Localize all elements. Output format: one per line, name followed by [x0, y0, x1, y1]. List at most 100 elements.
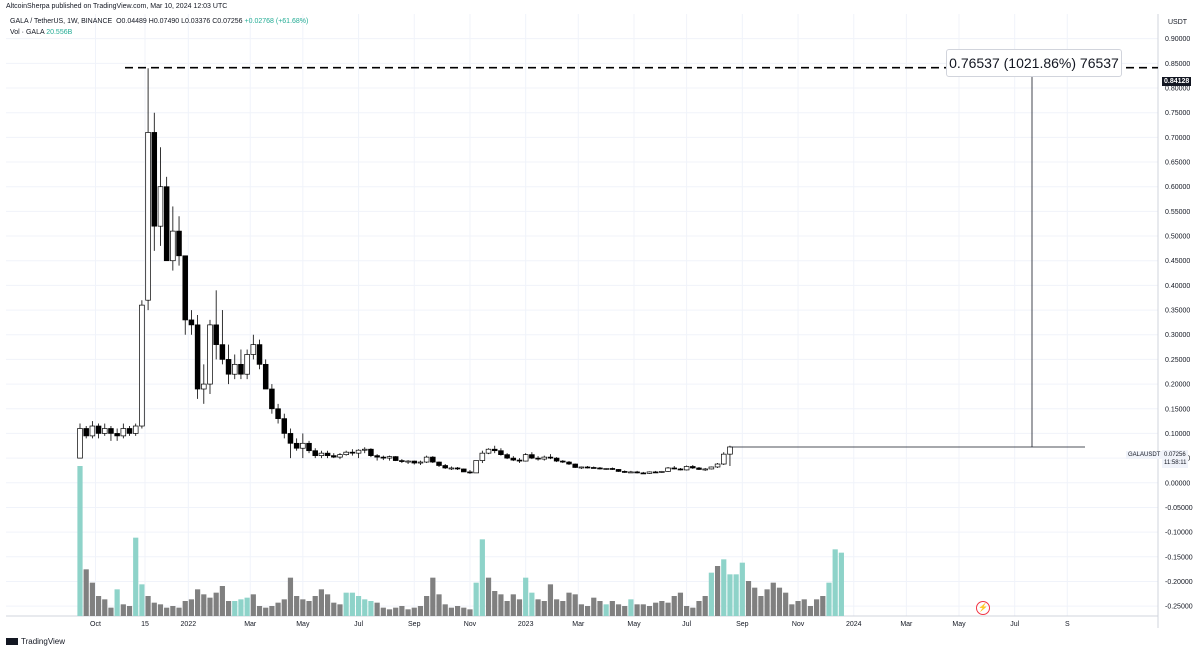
- candle-body: [374, 455, 380, 458]
- volume-bar: [170, 606, 176, 616]
- volume-bar: [368, 601, 374, 616]
- symbol-name[interactable]: GALA / TetherUS, 1W, BINANCE: [10, 18, 113, 25]
- y-tick-label: 0.90000: [1165, 36, 1190, 43]
- candle-body: [584, 466, 591, 469]
- volume-label: Vol · GALA: [10, 29, 45, 36]
- volume-bar: [281, 599, 287, 616]
- y-tick-label: -0.15000: [1165, 554, 1193, 561]
- x-tick-label: Nov: [464, 621, 477, 628]
- volume-bar: [294, 596, 300, 616]
- candle-body: [386, 456, 393, 459]
- volume-bar: [114, 589, 120, 616]
- candle-body: [430, 456, 436, 463]
- volume-bar: [238, 599, 244, 616]
- ohlc-values: O0.04489 H0.07490 L0.03376 C0.07256: [116, 18, 243, 25]
- volume-bar: [287, 577, 294, 616]
- y-tick-label: 0.20000: [1165, 382, 1190, 389]
- volume-bar: [485, 577, 492, 616]
- volume-bar: [665, 602, 671, 616]
- candle-body: [293, 442, 300, 449]
- candle-body: [566, 461, 572, 465]
- candle-body: [727, 446, 733, 455]
- candle-body: [163, 186, 170, 262]
- x-tick-label: S: [1065, 621, 1070, 628]
- candle-body: [411, 460, 418, 464]
- candle-body: [337, 454, 343, 458]
- lightning-icon[interactable]: ⚡: [976, 601, 990, 615]
- x-tick-label: 2022: [181, 621, 197, 628]
- volume-bar: [331, 602, 337, 616]
- candle-body: [318, 452, 325, 456]
- candle-body: [219, 344, 226, 360]
- measure-label[interactable]: 0.76537 (1021.86%) 76537: [946, 49, 1122, 77]
- candle-body: [417, 461, 424, 464]
- x-tick-label: Sep: [408, 621, 421, 628]
- volume-bar: [671, 596, 677, 616]
- volume-bar: [702, 596, 708, 616]
- volume-bar: [108, 607, 114, 616]
- candle-body: [170, 230, 176, 262]
- volume-bar: [770, 582, 776, 616]
- candle-body: [238, 363, 244, 375]
- last-price-value: 0.07256: [1164, 452, 1186, 458]
- candle-body: [132, 425, 139, 434]
- volume-bar: [609, 601, 615, 616]
- y-tick-label: 0.70000: [1165, 135, 1190, 142]
- volume-bar: [603, 604, 609, 616]
- y-tick-label: 0.35000: [1165, 308, 1190, 315]
- candle-body: [448, 467, 455, 470]
- volume-bar: [182, 601, 188, 616]
- volume-bar: [269, 606, 275, 616]
- volume-bar: [690, 607, 696, 616]
- volume-bar: [405, 609, 411, 616]
- volume-bar: [572, 594, 578, 616]
- volume-bar: [393, 607, 399, 616]
- volume-bar: [164, 607, 170, 616]
- candle-body: [683, 466, 690, 471]
- candle-body: [312, 450, 318, 456]
- candle-body: [560, 460, 566, 463]
- price-change: +0.02768 (+61.68%): [244, 18, 309, 25]
- volume-bar: [244, 597, 250, 616]
- volume-bar: [411, 607, 417, 616]
- volume-bar: [399, 606, 405, 616]
- volume-bar: [467, 609, 473, 616]
- y-tick-label: 0.80000: [1165, 86, 1190, 93]
- volume-bar: [714, 566, 721, 616]
- candle-body: [467, 471, 473, 474]
- publisher-line: AltcoinSherpa published on TradingView.c…: [6, 3, 228, 10]
- tradingview-logo[interactable]: TradingView: [6, 637, 65, 646]
- candle-body: [157, 186, 164, 227]
- candle-body: [591, 467, 597, 469]
- candle-body: [361, 448, 368, 451]
- volume-bar: [646, 606, 653, 616]
- candle-body: [461, 468, 467, 473]
- volume-bar: [157, 604, 164, 616]
- volume-bar: [826, 582, 832, 616]
- x-tick-label: Mar: [244, 621, 257, 628]
- volume-bar: [523, 577, 529, 616]
- volume-bar: [201, 594, 207, 616]
- candle-body: [120, 428, 127, 437]
- volume-bar: [318, 589, 325, 616]
- volume-bar: [696, 601, 702, 616]
- candle-body: [399, 460, 405, 462]
- volume-bar: [807, 606, 814, 616]
- candle-body: [572, 463, 578, 468]
- candle-body: [306, 442, 312, 452]
- candle-body: [250, 344, 257, 355]
- symbol-info: GALA / TetherUS, 1W, BINANCE O0.04489 H0…: [10, 18, 308, 25]
- volume-bar: [362, 599, 368, 616]
- candle-body: [621, 471, 628, 473]
- volume-bar: [578, 604, 584, 616]
- candle-body: [597, 467, 603, 470]
- volume-bar: [461, 607, 467, 616]
- candle-body: [714, 463, 721, 468]
- volume-bar: [492, 591, 498, 616]
- tv-logo-icon: [6, 638, 18, 646]
- currency-label[interactable]: USDT: [1168, 19, 1188, 26]
- volume-bar: [584, 606, 591, 616]
- brand-label: TradingView: [21, 637, 66, 646]
- candle-body: [454, 467, 461, 470]
